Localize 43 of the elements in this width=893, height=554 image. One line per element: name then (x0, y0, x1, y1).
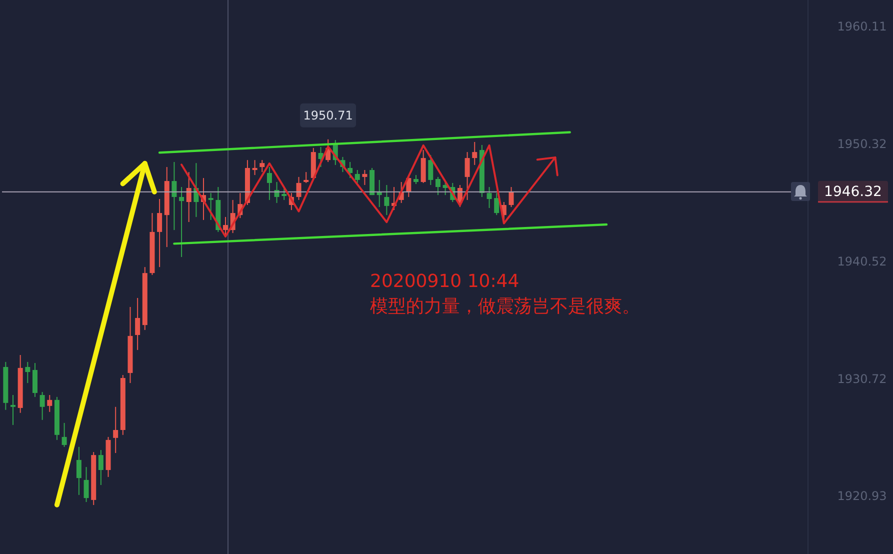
candlestick (208, 192, 214, 220)
candlestick (84, 466, 89, 503)
candlestick (157, 198, 162, 268)
candlestick (179, 186, 184, 258)
candlestick (494, 192, 500, 216)
candlestick (304, 172, 309, 184)
annotation: 1950.71 (303, 108, 353, 122)
y-tick-label: 1960.11 (837, 20, 887, 34)
candlestick (25, 361, 30, 384)
candlestick (318, 146, 324, 168)
candlestick (98, 450, 104, 486)
candlestick (252, 160, 258, 176)
candlestick (10, 394, 16, 426)
candlestick (172, 161, 177, 231)
candlestick (472, 141, 478, 166)
candlestick (62, 422, 67, 448)
y-tick-label: 1930.72 (837, 372, 887, 386)
candlestick (428, 154, 434, 186)
candlestick (186, 172, 192, 223)
candlestick (362, 170, 368, 186)
candlestick (508, 186, 514, 208)
candlestick (113, 406, 118, 454)
candlestick (47, 394, 52, 412)
candlestick (354, 170, 360, 184)
y-tick-label: 1950.32 (837, 137, 887, 152)
candlestick (40, 392, 45, 420)
candlestick (435, 176, 440, 196)
candlestick (384, 184, 390, 216)
candlestick (32, 362, 38, 398)
candlestick (266, 166, 272, 200)
y-tick-label: 1940.52 (837, 254, 887, 268)
candlestick (486, 186, 492, 208)
annotation: 20200910 10:44 (370, 271, 520, 292)
candlestick (282, 187, 287, 200)
candlestick (76, 446, 82, 496)
candlestick (135, 297, 140, 350)
y-tick-label: 1920.93 (837, 489, 887, 504)
ref-line-label: 1946.32 (824, 184, 882, 200)
candlestick (296, 176, 302, 200)
candlestick (420, 150, 426, 184)
candlestick (464, 152, 470, 200)
candlestick (260, 160, 265, 173)
annotation: 模型的力量，做震荡岂不是很爽。 (370, 296, 640, 317)
